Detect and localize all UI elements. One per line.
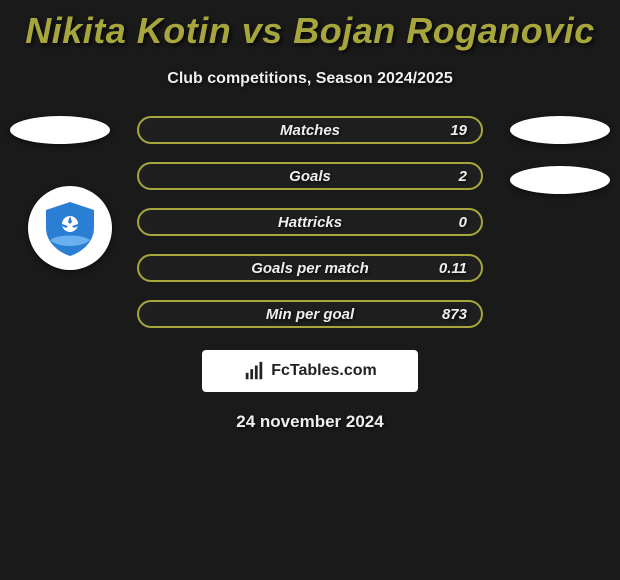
stat-rows: Matches 19 Goals 2 Hattricks 0 Goals per… [137, 116, 483, 328]
player-avatar-placeholder-left [10, 116, 110, 144]
stat-row-min-per-goal: Min per goal 873 [137, 300, 483, 328]
stat-label: Goals [289, 168, 331, 185]
stat-value: 2 [459, 168, 467, 185]
content-wrap: Matches 19 Goals 2 Hattricks 0 Goals per… [0, 116, 620, 432]
page-subtitle: Club competitions, Season 2024/2025 [0, 70, 620, 88]
brand-text: FcTables.com [271, 362, 377, 380]
stat-label: Hattricks [278, 214, 342, 231]
stat-label: Matches [280, 122, 340, 139]
stat-value: 19 [450, 122, 467, 139]
footer-date: 24 november 2024 [0, 412, 620, 432]
stat-value: 0.11 [439, 260, 467, 277]
stat-row-goals-per-match: Goals per match 0.11 [137, 254, 483, 282]
bar-chart-icon [243, 360, 265, 382]
shield-icon [40, 198, 100, 258]
player-avatar-placeholder-right-2 [510, 166, 610, 194]
stat-value: 0 [459, 214, 467, 231]
club-logo [28, 186, 112, 270]
stat-label: Min per goal [266, 306, 354, 323]
page-title: Nikita Kotin vs Bojan Roganovic [0, 0, 620, 52]
stat-label: Goals per match [251, 260, 369, 277]
stat-row-matches: Matches 19 [137, 116, 483, 144]
brand-box: FcTables.com [202, 350, 418, 392]
stat-row-goals: Goals 2 [137, 162, 483, 190]
player-avatar-placeholder-right-1 [510, 116, 610, 144]
stat-value: 873 [442, 306, 467, 323]
stat-row-hattricks: Hattricks 0 [137, 208, 483, 236]
